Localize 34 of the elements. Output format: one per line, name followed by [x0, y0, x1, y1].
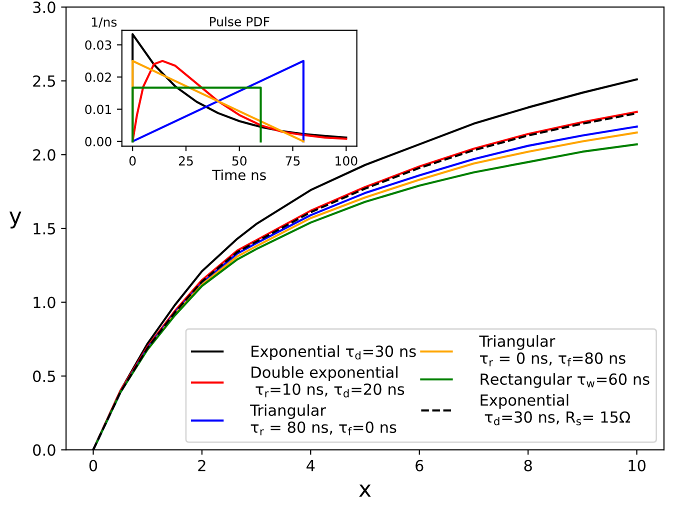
x-tick-label: 8: [524, 460, 532, 472]
legend-label: Exponential τ$_{d}$=30 ns, R$_{s}$= 15Ω: [480, 394, 630, 426]
chart-title: Pulse PDF: [210, 16, 270, 26]
y-tick-label: 0.00: [85, 136, 112, 146]
legend-label: Triangular τ$_{r}$ = 80 ns, τ$_{f}$=0 ns: [250, 404, 396, 436]
x-tick-label: 6: [416, 460, 424, 472]
legend-label: Rectangular τ$_{w}$=60 ns: [480, 373, 650, 388]
y-tick-label: 0.0: [33, 444, 56, 456]
x-axis-title: Time ns: [212, 169, 266, 180]
y-tick-label: 3.0: [33, 2, 56, 14]
y-axis-title: 1/ns: [92, 17, 117, 28]
y-tick-label: 2.0: [33, 149, 56, 161]
x-tick-label: 25: [178, 156, 193, 166]
y-tick-label: 0.03: [85, 40, 112, 50]
line-series: [132, 60, 348, 142]
x-tick-label: 2: [198, 460, 206, 472]
x-axis-title: x: [359, 484, 371, 497]
legend-label: Triangular τ$_{r}$ = 0 ns, τ$_{f}$=80 ns: [479, 335, 626, 366]
x-tick-label: 0: [129, 156, 136, 166]
y-tick-label: 1.0: [34, 296, 56, 308]
y-tick-label: 0.5: [33, 370, 55, 382]
x-tick-label: 100: [336, 156, 358, 166]
y-tick-label: 0.01: [85, 104, 112, 114]
x-tick-label: 75: [286, 156, 300, 166]
x-tick-label: 0: [89, 460, 98, 472]
y-tick-label: 2.5: [33, 75, 55, 87]
x-tick-label: 4: [306, 460, 315, 472]
x-tick-label: 10: [628, 460, 646, 472]
legend-label: Exponential τ$_{d}$=30 ns: [252, 345, 416, 360]
x-tick-label: 50: [232, 156, 246, 166]
y-tick-label: 0.02: [85, 72, 111, 82]
y-tick-label: 1.5: [34, 223, 55, 234]
legend-label: Double exponential τ$_{r}$=10 ns, τ$_{d}$=20 ns: [252, 366, 404, 398]
y-axis-title: y: [9, 212, 22, 228]
